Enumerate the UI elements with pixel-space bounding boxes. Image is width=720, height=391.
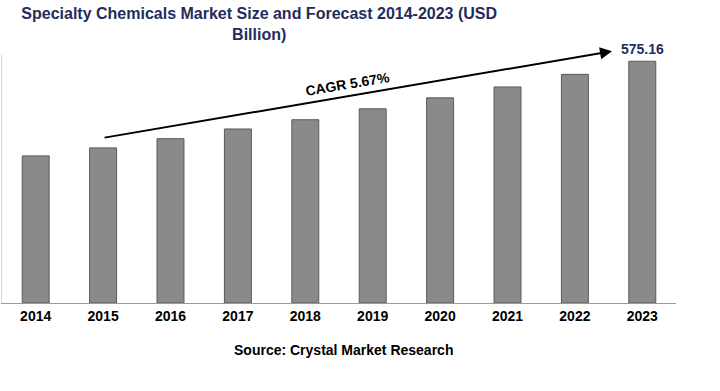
svg-text:2016: 2016 [155, 308, 186, 324]
svg-text:CAGR 5.67%: CAGR 5.67% [304, 69, 391, 99]
svg-text:575.16: 575.16 [621, 41, 664, 57]
svg-text:2019: 2019 [357, 308, 388, 324]
svg-text:Specialty Chemicals Market Siz: Specialty Chemicals Market Size and Fore… [21, 5, 497, 43]
svg-text:2018: 2018 [290, 308, 321, 324]
svg-text:2020: 2020 [425, 308, 456, 324]
svg-text:2014: 2014 [20, 308, 51, 324]
svg-text:2015: 2015 [88, 308, 119, 324]
svg-text:2023: 2023 [627, 308, 658, 324]
svg-text:2022: 2022 [559, 308, 590, 324]
svg-text:2017: 2017 [222, 308, 253, 324]
svg-text:2021: 2021 [492, 308, 523, 324]
svg-text:Source: Crystal Market Researc: Source: Crystal Market Research [234, 342, 453, 358]
